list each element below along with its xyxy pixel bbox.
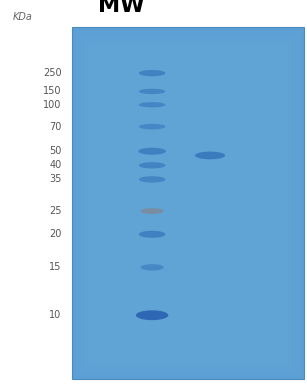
Ellipse shape (139, 70, 165, 76)
Ellipse shape (139, 162, 165, 169)
Ellipse shape (141, 208, 164, 214)
Text: 40: 40 (49, 160, 61, 170)
Ellipse shape (136, 310, 168, 320)
Text: 15: 15 (49, 262, 61, 273)
Text: KDa: KDa (13, 11, 33, 22)
Ellipse shape (141, 264, 164, 271)
Ellipse shape (139, 124, 165, 129)
Ellipse shape (139, 102, 165, 108)
Ellipse shape (195, 152, 225, 159)
Bar (87, 44, 289, 363)
Text: 25: 25 (49, 206, 61, 216)
Text: MW: MW (98, 0, 145, 16)
Text: 50: 50 (49, 146, 61, 156)
Ellipse shape (139, 176, 165, 183)
Text: 20: 20 (49, 229, 61, 239)
Text: 35: 35 (49, 174, 61, 185)
Bar (81, 38, 295, 369)
Bar (78, 34, 298, 372)
Ellipse shape (139, 231, 165, 238)
Bar (75, 31, 301, 375)
Text: 10: 10 (49, 310, 61, 320)
Ellipse shape (138, 148, 166, 155)
Bar (84, 41, 292, 366)
Text: 100: 100 (43, 100, 61, 110)
Text: 70: 70 (49, 122, 61, 132)
Bar (72, 27, 304, 379)
Bar (97, 53, 279, 353)
Text: 250: 250 (43, 68, 61, 78)
Ellipse shape (139, 89, 165, 94)
Bar (91, 47, 286, 360)
Bar (94, 50, 282, 357)
Text: 150: 150 (43, 86, 61, 97)
